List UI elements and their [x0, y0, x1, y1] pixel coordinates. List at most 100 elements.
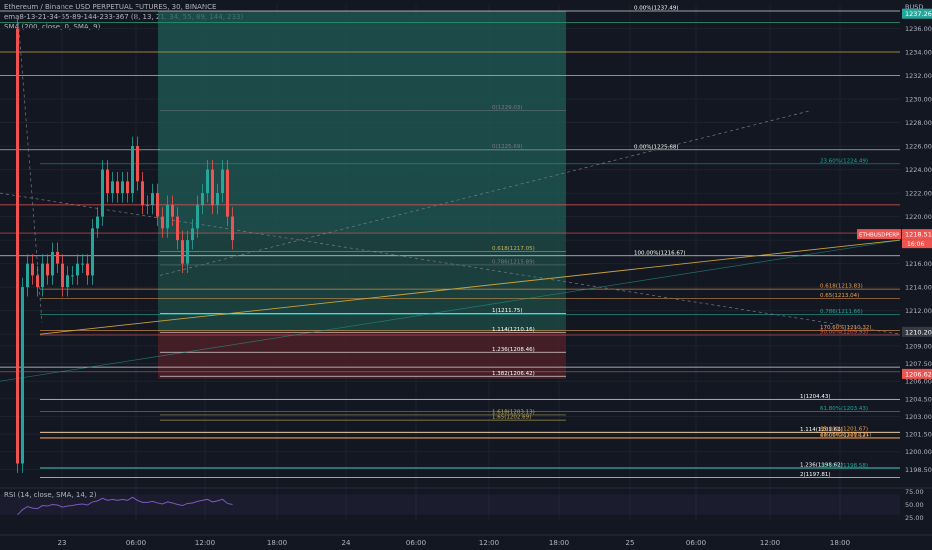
candle-body	[176, 216, 179, 241]
candle-body	[121, 181, 124, 194]
y-tick-label: 1228.00	[905, 119, 932, 127]
countdown-box	[902, 239, 932, 249]
fib-level-label: 2(1197.81)	[800, 472, 831, 478]
candle-body	[101, 169, 104, 217]
y-tick-label: 1198.50	[905, 466, 932, 474]
candle-body	[191, 228, 194, 241]
candle-body	[41, 263, 44, 288]
fib-level-label: 1.114(1210.16)	[492, 327, 535, 333]
candle-body	[16, 28, 19, 464]
fib-level-label: 0.786(1211.66)	[820, 309, 863, 315]
fib-level-label: 0(1229.03)	[492, 105, 523, 111]
candle-body	[186, 240, 189, 264]
y-tick-label: 1214.00	[905, 284, 932, 292]
candle-body	[201, 193, 204, 205]
candle-body	[21, 287, 24, 464]
rsi-label: RSI (14, close, SMA, 14, 2)	[4, 491, 97, 499]
candle-body	[86, 263, 89, 276]
y-tick-label: 1224.00	[905, 166, 932, 174]
candle-body	[181, 240, 184, 264]
fib-level-label: 1.236(1198.62)	[800, 462, 843, 468]
candle-body	[151, 193, 154, 205]
candle-body	[196, 204, 199, 229]
fib-level-label: 65.00%(1201.67)	[820, 427, 868, 433]
y-tick-label: 1236.00	[905, 25, 932, 33]
fib-level-label: 0.786(1215.89)	[492, 259, 535, 265]
ema-indicator-label[interactable]: ema8-13-21-34-55-89-144-233-367 (8, 13, …	[4, 13, 244, 21]
sma-indicator-label[interactable]: SMA (200, close, 0, SMA, 9)	[4, 23, 101, 31]
currency-label: BUSD	[905, 3, 923, 11]
price-tag-box	[902, 229, 932, 240]
x-tick-label: 18:00	[830, 539, 850, 547]
fib-level-label: 66.00%(1201.12)	[820, 433, 868, 439]
candle-body	[166, 204, 169, 229]
trendline-up	[159, 110, 811, 276]
fib-level-label: 0.618(1217.05)	[492, 246, 535, 252]
y-tick-label: 1207.50	[905, 360, 932, 368]
countdown: 16:06	[907, 241, 924, 248]
y-tick-label: 1230.00	[905, 96, 932, 104]
fib-level-label: 100.00%(1216.67)	[634, 250, 686, 256]
x-tick-label: 25	[626, 539, 635, 547]
trendline-teal	[0, 239, 901, 382]
candle-body	[26, 263, 29, 288]
y-tick-label: 1212.00	[905, 307, 932, 315]
x-tick-label: 12:00	[195, 539, 215, 547]
x-tick-label: 06:00	[126, 539, 146, 547]
symbol-tag: ETHBUSDPERP	[859, 233, 900, 239]
fib-level-label: 1.382(1206.42)	[492, 371, 535, 377]
y-tick-label: 1209.00	[905, 342, 932, 350]
fib-level-label: 23.60%(1224.49)	[820, 158, 868, 164]
price-tag-box	[902, 8, 932, 19]
fib-level-label: 1.114(1201.62)	[800, 427, 843, 433]
price-tag-box	[902, 368, 932, 379]
x-tick-label: 12:00	[479, 539, 499, 547]
x-tick-label: 23	[58, 539, 67, 547]
price-tag: 1218.51	[905, 231, 932, 239]
candle-body	[111, 181, 114, 194]
x-tick-label: 12:00	[760, 539, 780, 547]
candle-body	[221, 169, 224, 194]
candle-body	[96, 216, 99, 229]
y-tick-label: 1203.00	[905, 413, 932, 421]
y-tick-label: 1222.00	[905, 190, 932, 198]
candle-body	[71, 275, 74, 277]
fib-level-label: 1.65(1202.69)	[492, 415, 531, 421]
y-tick-label: 1204.50	[905, 395, 932, 403]
target-zone	[158, 10, 566, 234]
candle-body	[226, 169, 229, 217]
rsi-line	[17, 496, 233, 516]
candle-body	[216, 193, 219, 205]
y-tick-label: 1206.00	[905, 378, 932, 386]
price-tag: 1210.20	[905, 328, 932, 336]
candle-body	[46, 263, 49, 276]
stop-zone	[158, 331, 566, 379]
rsi-tick-label: 25.00	[905, 514, 924, 522]
y-tick-label: 1232.00	[905, 72, 932, 80]
x-tick-label: 18:00	[267, 539, 287, 547]
candle-body	[36, 275, 39, 288]
chart-title: Ethereum / Binance USD PERPETUAL FUTURES…	[4, 3, 217, 11]
candle-body	[146, 204, 149, 206]
fib-level-label: 70.60%(1198.58)	[820, 463, 868, 469]
candle-body	[156, 193, 159, 217]
fib-level-label: 1.618(1203.13)	[492, 409, 535, 415]
fib-level-label: 0.00%(1225.68)	[634, 144, 679, 150]
x-tick-label: 18:00	[549, 539, 569, 547]
x-tick-label: 06:00	[686, 539, 706, 547]
y-tick-label: 1220.00	[905, 213, 932, 221]
price-tag-box	[902, 326, 932, 337]
candle-body	[171, 204, 174, 217]
price-tag: 1237.26	[905, 10, 932, 18]
rsi-tick-label: 75.00	[905, 488, 924, 496]
fib-level-label: 1.236(1208.46)	[492, 347, 535, 353]
candle-body	[161, 216, 164, 229]
fib-level-label: 0.00%(1237.49)	[634, 5, 679, 11]
candle-body	[66, 275, 69, 288]
rsi-band	[0, 494, 900, 515]
fib-level-label: 61.80%(1203.43)	[820, 406, 868, 412]
candle-body	[81, 263, 84, 265]
x-tick-label: 24	[342, 539, 351, 547]
y-tick-label: 1200.00	[905, 448, 932, 456]
